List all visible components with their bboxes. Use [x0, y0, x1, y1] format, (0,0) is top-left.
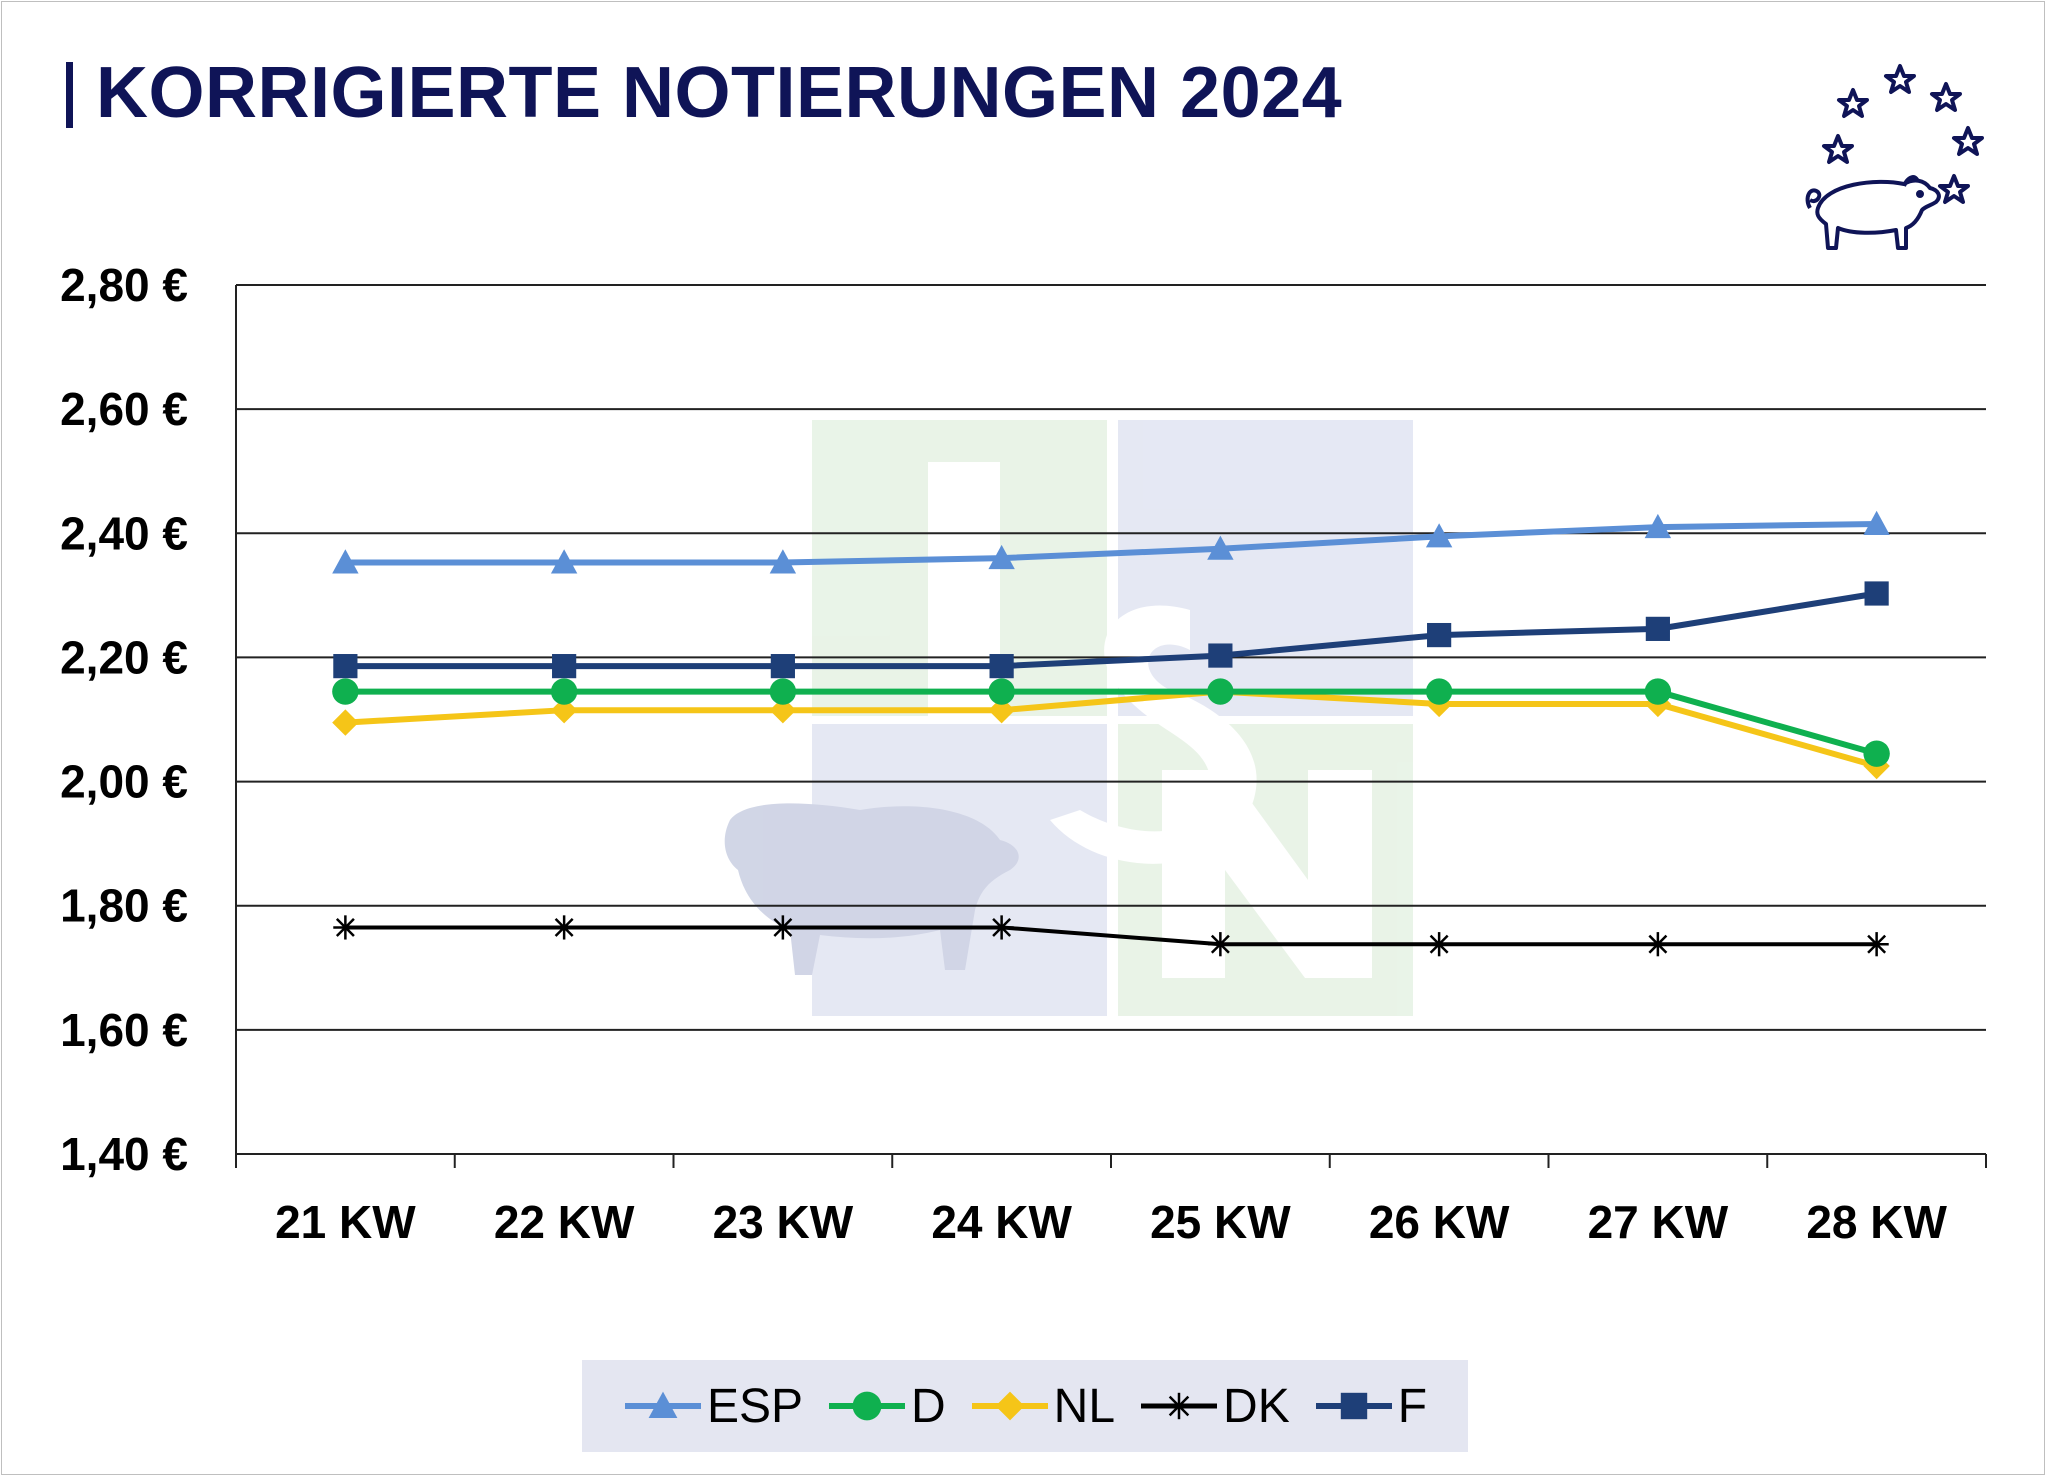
x-tick-label: 23 KW: [713, 1196, 854, 1248]
data-point: [333, 915, 358, 940]
data-point: [989, 654, 1014, 679]
data-point: [769, 696, 797, 724]
data-point: [1207, 535, 1234, 560]
data-point: [1207, 678, 1234, 705]
series-line: [345, 590, 1878, 670]
legend-swatch: [971, 1391, 1048, 1421]
legend-item-d: D: [827, 1379, 946, 1434]
data-point: [988, 696, 1015, 724]
legend-swatch: [829, 1391, 905, 1421]
data-point: [1645, 616, 1670, 641]
data-point: [550, 549, 578, 574]
data-point: [988, 678, 1015, 705]
legend-item-nl: NL: [970, 1379, 1115, 1434]
data-point: [550, 678, 578, 705]
legend-swatch: [1315, 1392, 1392, 1420]
data-point: [552, 915, 577, 940]
x-tick-label: 26 KW: [1369, 1196, 1510, 1248]
data-point: [332, 549, 359, 574]
x-tick-label: 27 KW: [1588, 1196, 1729, 1248]
data-point: [332, 709, 359, 736]
series-line: [345, 520, 1877, 566]
data-point: [1645, 932, 1670, 957]
data-point: [989, 915, 1014, 940]
legend-marker: [852, 1391, 882, 1421]
series-line: [345, 688, 1878, 769]
series-dk: [333, 915, 1889, 957]
data-point: [988, 544, 1015, 570]
data-point: [770, 654, 795, 679]
data-point: [770, 915, 795, 940]
x-tick-label: 28 KW: [1806, 1196, 1947, 1248]
x-tick-label: 22 KW: [494, 1196, 635, 1248]
data-point: [1427, 932, 1452, 957]
legend-swatch: [624, 1391, 701, 1418]
chart-title: KORRIGIERTE NOTIERUNGEN 2024: [96, 53, 1343, 133]
data-point: [1427, 622, 1452, 648]
data-point: [332, 678, 359, 705]
data-point: [1644, 513, 1672, 539]
series-d: [332, 678, 1890, 767]
data-point: [1863, 510, 1890, 535]
y-tick-label: 2,20 €: [60, 631, 188, 683]
legend-item-f: F: [1314, 1379, 1427, 1434]
legend-marker: [1165, 1392, 1193, 1420]
data-point: [1208, 643, 1233, 668]
x-tick-label: 24 KW: [931, 1196, 1072, 1248]
legend-label: DK: [1223, 1379, 1290, 1433]
data-point: [1425, 678, 1453, 705]
data-point: [1425, 523, 1453, 548]
series-line: [345, 925, 1877, 947]
legend-item-esp: ESP: [623, 1379, 803, 1434]
data-point: [769, 549, 797, 574]
title-accent-bar: [66, 62, 73, 128]
data-point: [550, 696, 578, 724]
x-tick-label: 21 KW: [275, 1196, 416, 1248]
data-point: [1864, 581, 1889, 606]
data-point: [552, 654, 577, 679]
data-point: [1208, 932, 1233, 957]
data-point: [1863, 740, 1890, 767]
y-tick-label: 2,60 €: [60, 383, 188, 435]
series-f: [333, 581, 1889, 679]
chart-legend: ESP D NL DK F: [582, 1360, 1468, 1452]
x-tick-label: 25 KW: [1150, 1196, 1291, 1248]
data-point: [333, 654, 358, 679]
legend-label: F: [1397, 1379, 1428, 1433]
y-tick-label: 1,80 €: [60, 880, 188, 932]
y-tick-label: 1,60 €: [60, 1004, 188, 1056]
y-tick-label: 1,40 €: [60, 1128, 188, 1180]
series-line: [345, 688, 1878, 757]
legend-marker: [1340, 1392, 1367, 1420]
legend-marker: [648, 1391, 678, 1418]
legend-swatch: [1141, 1392, 1218, 1420]
pig-stars-logo-icon: [1805, 64, 1984, 250]
series-esp: [332, 510, 1890, 574]
y-tick-label: 2,00 €: [60, 756, 188, 808]
legend-label: NL: [1053, 1379, 1116, 1433]
legend-item-dk: DK: [1139, 1379, 1290, 1434]
data-point: [769, 678, 797, 705]
data-point: [1864, 932, 1889, 957]
y-tick-label: 2,80 €: [60, 259, 188, 311]
legend-label: D: [911, 1379, 946, 1433]
data-point: [1644, 678, 1672, 705]
legend-label: ESP: [706, 1379, 803, 1433]
legend-marker: [995, 1391, 1025, 1421]
y-tick-label: 2,40 €: [60, 507, 188, 559]
